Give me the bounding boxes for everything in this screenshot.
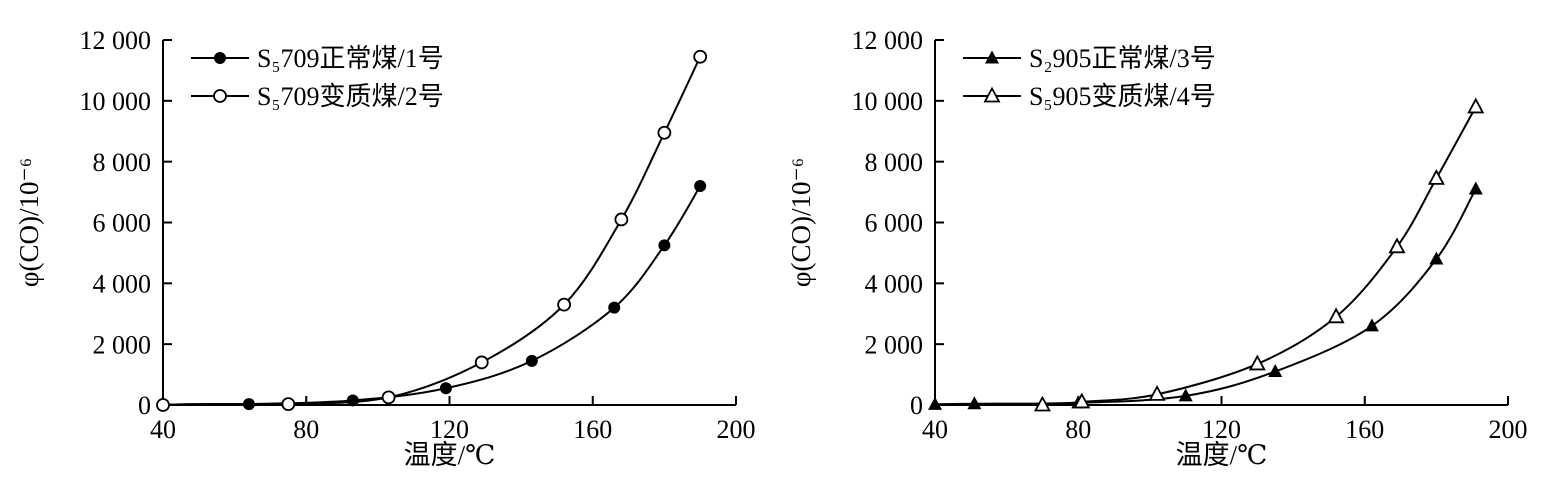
x-tick-label: 200 (1489, 415, 1528, 444)
x-axis-title: 温度/℃ (1176, 440, 1268, 470)
x-tick-label: 80 (293, 415, 319, 444)
x-ticks: 40 80 120 160 200 (150, 396, 756, 444)
y-tick-label: 10 000 (80, 87, 152, 116)
y-tick-label: 4 000 (865, 269, 924, 298)
y-tick-label: 6 000 (93, 209, 152, 238)
legend-label: S₅709变质煤/2号 (257, 82, 444, 111)
y-tick-label: 8 000 (865, 148, 924, 177)
chart-left: 40 80 120 160 200 0 2 000 4 000 6 000 8 000 10 000… (14, 26, 756, 470)
y-tick-label: 2 000 (865, 330, 924, 359)
y-tick-label: 12 000 (80, 26, 152, 55)
y-axis-title: φ(CO)/10⁻⁶ (786, 158, 816, 287)
x-ticks: 40 80 120 160 200 (922, 396, 1528, 444)
x-tick-label: 80 (1065, 415, 1091, 444)
x-tick-label: 40 (922, 415, 948, 444)
x-tick-label: 120 (1202, 415, 1241, 444)
series-0 (928, 181, 1483, 410)
chart-right: 40 80 120 160 200 0 2 000 4 000 6 000 8 000 10 000… (786, 26, 1528, 470)
y-tick-label: 8 000 (93, 148, 152, 177)
legend: S₂905正常煤/3号 S₅905变质煤/4号 (963, 44, 1216, 111)
y-tick-label: 4 000 (93, 269, 152, 298)
chart-panel-left: 40 80 120 160 200 0 2 000 4 000 6 000 8 000 10 000… (14, 26, 756, 470)
y-tick-label: 0 (138, 391, 151, 420)
legend-label: S₅905变质煤/4号 (1029, 82, 1216, 111)
y-ticks: 0 2 000 4 000 6 000 8 000 10 000 12 000 (80, 26, 172, 420)
y-tick-label: 12 000 (852, 26, 924, 55)
y-tick-label: 6 000 (865, 209, 924, 238)
x-tick-label: 200 (717, 415, 756, 444)
x-tick-label: 40 (150, 415, 176, 444)
y-ticks: 0 2 000 4 000 6 000 8 000 10 000 12 000 (852, 26, 944, 420)
y-tick-label: 0 (910, 391, 923, 420)
x-tick-label: 160 (1345, 415, 1384, 444)
y-tick-label: 10 000 (852, 87, 924, 116)
legend-label: S₅709正常煤/1号 (257, 44, 444, 73)
y-axis-title: φ(CO)/10⁻⁶ (14, 158, 44, 287)
x-tick-label: 160 (573, 415, 612, 444)
legend-label: S₂905正常煤/3号 (1029, 44, 1216, 73)
series-line (934, 188, 1477, 406)
axes (934, 40, 1508, 406)
x-axis-title: 温度/℃ (404, 440, 496, 470)
axes (162, 40, 736, 406)
x-tick-label: 120 (430, 415, 469, 444)
legend: S₅709正常煤/1号 S₅709变质煤/2号 (191, 44, 444, 111)
chart-panel-right: 40 80 120 160 200 0 2 000 4 000 6 000 8 000 10 000… (772, 0, 1544, 480)
series-1 (1033, 97, 1485, 412)
y-tick-label: 2 000 (93, 330, 152, 359)
series-1 (156, 49, 708, 412)
